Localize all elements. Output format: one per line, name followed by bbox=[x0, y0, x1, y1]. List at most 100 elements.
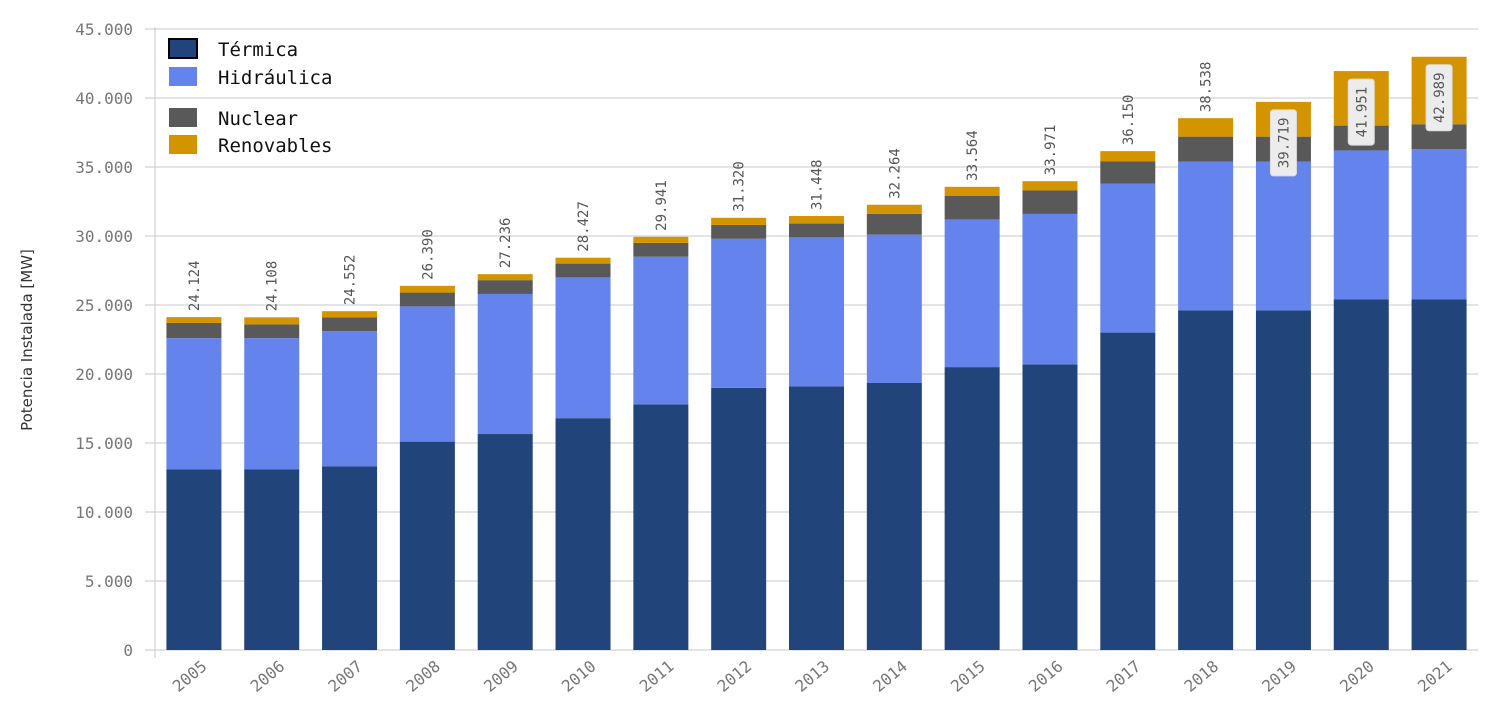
legend-label: Nuclear bbox=[218, 108, 298, 130]
legend-swatch bbox=[169, 108, 197, 127]
y-tick-label: 45.000 bbox=[75, 20, 133, 39]
total-label-box bbox=[1269, 109, 1297, 177]
bar-segment-hidraulica-2021 bbox=[1411, 149, 1467, 300]
y-tick-label: 15.000 bbox=[75, 434, 133, 453]
bar-segment-nuclear-2013 bbox=[789, 223, 844, 238]
bar-segment-termica-2008 bbox=[399, 441, 455, 650]
bar-segment-nuclear-2016 bbox=[1022, 190, 1078, 214]
bar-segment-nuclear-2012 bbox=[711, 224, 767, 239]
total-label-box bbox=[1425, 64, 1453, 132]
bar-segment-hidraulica-2011 bbox=[633, 256, 689, 405]
bar-segment-renovables-2017 bbox=[1100, 151, 1156, 162]
total-label-2011: 29.941 bbox=[654, 180, 670, 231]
bar-segment-termica-2005 bbox=[166, 469, 222, 650]
total-label-text: 42.989 bbox=[1432, 72, 1448, 123]
legend-swatch bbox=[169, 67, 197, 86]
bar-segment-nuclear-2006 bbox=[244, 324, 300, 339]
total-label-2012: 31.320 bbox=[732, 161, 748, 212]
bar-segment-termica-2011 bbox=[633, 404, 689, 650]
y-axis-label: Potencia Instalada [MW] bbox=[18, 249, 36, 431]
x-tick-label: 2005 bbox=[169, 657, 211, 696]
bar-segment-termica-2009 bbox=[477, 434, 533, 650]
legend-item-1: Hidráulica bbox=[169, 67, 332, 89]
total-label-text: 32.264 bbox=[887, 148, 903, 199]
bar-segment-renovables-2008 bbox=[399, 285, 455, 293]
bar-segment-hidraulica-2017 bbox=[1100, 183, 1156, 333]
x-tick-label: 2020 bbox=[1336, 657, 1378, 696]
total-label-text: 29.941 bbox=[654, 180, 670, 231]
bar-segment-hidraulica-2007 bbox=[322, 331, 378, 467]
legend-swatch bbox=[169, 135, 197, 154]
bar-segment-nuclear-2011 bbox=[633, 242, 689, 257]
bar-segment-termica-2012 bbox=[711, 387, 767, 650]
y-tick-label: 30.000 bbox=[75, 227, 133, 246]
total-label-2005: 24.124 bbox=[187, 261, 203, 312]
bar-segment-termica-2010 bbox=[555, 418, 611, 650]
x-tick-label: 2016 bbox=[1025, 657, 1067, 696]
total-label-text: 24.108 bbox=[265, 261, 281, 312]
x-tick-label: 2012 bbox=[714, 657, 756, 696]
y-tick-label: 40.000 bbox=[75, 89, 133, 108]
bar-segment-hidraulica-2005 bbox=[166, 338, 222, 470]
bar-segment-hidraulica-2019 bbox=[1255, 161, 1311, 311]
bar-segment-renovables-2010 bbox=[555, 257, 611, 264]
y-tick-label: 5.000 bbox=[85, 572, 133, 591]
bar-segment-hidraulica-2018 bbox=[1178, 161, 1234, 311]
y-axis-ticks: 0 5.000 10.000 15.000 20.000 25.000 30.000 35.0… bbox=[75, 20, 133, 660]
total-label-text: 26.390 bbox=[420, 229, 436, 280]
legend-label: Térmica bbox=[218, 39, 298, 61]
total-label-text: 28.427 bbox=[576, 201, 592, 252]
bar-segment-renovables-2009 bbox=[477, 274, 533, 281]
bar-segment-hidraulica-2016 bbox=[1022, 213, 1078, 365]
total-label-2009: 27.236 bbox=[498, 218, 514, 269]
bar-segment-nuclear-2005 bbox=[166, 322, 222, 339]
bar-segment-hidraulica-2010 bbox=[555, 277, 611, 419]
total-label-2008: 26.390 bbox=[420, 229, 436, 280]
bar-segment-hidraulica-2014 bbox=[866, 234, 922, 383]
x-tick-label: 2019 bbox=[1258, 657, 1300, 696]
bar-segment-nuclear-2017 bbox=[1100, 161, 1156, 184]
total-label-box bbox=[1347, 78, 1375, 146]
bar-segment-termica-2013 bbox=[789, 386, 844, 650]
total-label-text: 31.320 bbox=[732, 161, 748, 212]
total-label-2015: 33.564 bbox=[965, 130, 981, 181]
legend-swatch bbox=[168, 38, 198, 59]
total-label-2017: 36.150 bbox=[1121, 95, 1137, 146]
x-tick-label: 2010 bbox=[558, 657, 600, 696]
legend-label: Renovables bbox=[218, 135, 332, 157]
x-tick-label: 2018 bbox=[1180, 657, 1222, 696]
bar-segment-nuclear-2007 bbox=[322, 317, 378, 332]
total-label-2020: 41.951 bbox=[1347, 78, 1375, 146]
x-tick-label: 2017 bbox=[1103, 657, 1145, 696]
bar-segment-hidraulica-2012 bbox=[711, 238, 767, 388]
bar-segment-hidraulica-2020 bbox=[1333, 150, 1389, 300]
bar-segment-renovables-2014 bbox=[866, 204, 922, 214]
x-tick-label: 2009 bbox=[480, 657, 522, 696]
bar-segment-renovables-2012 bbox=[711, 217, 767, 225]
total-label-text: 24.552 bbox=[343, 255, 359, 306]
x-tick-label: 2008 bbox=[402, 657, 444, 696]
bar-segment-nuclear-2008 bbox=[399, 292, 455, 307]
legend: Térmica Hidráulica Nuclear Renovables bbox=[168, 38, 332, 157]
bar-segment-renovables-2015 bbox=[944, 186, 1000, 196]
x-tick-label: 2021 bbox=[1414, 657, 1456, 696]
bar-segment-termica-2021 bbox=[1411, 299, 1467, 650]
total-label-2019: 39.719 bbox=[1269, 109, 1297, 177]
total-label-2006: 24.108 bbox=[265, 261, 281, 312]
legend-label: Hidráulica bbox=[218, 67, 332, 89]
total-label-text: 39.719 bbox=[1276, 118, 1292, 169]
legend-item-0: Térmica bbox=[168, 38, 298, 61]
y-tick-label: 0 bbox=[123, 641, 133, 660]
total-label-2014: 32.264 bbox=[887, 148, 903, 199]
x-tick-label: 2011 bbox=[636, 657, 678, 696]
bar-segment-termica-2007 bbox=[322, 466, 378, 650]
total-label-text: 33.564 bbox=[965, 130, 981, 181]
bar-segment-termica-2019 bbox=[1255, 310, 1311, 650]
bar-segment-termica-2015 bbox=[944, 367, 1000, 650]
legend-item-3: Renovables bbox=[169, 135, 332, 157]
bar-segment-termica-2018 bbox=[1178, 310, 1234, 650]
bar-segment-nuclear-2018 bbox=[1178, 136, 1234, 162]
total-label-2016: 33.971 bbox=[1043, 125, 1059, 176]
y-tick-label: 35.000 bbox=[75, 158, 133, 177]
